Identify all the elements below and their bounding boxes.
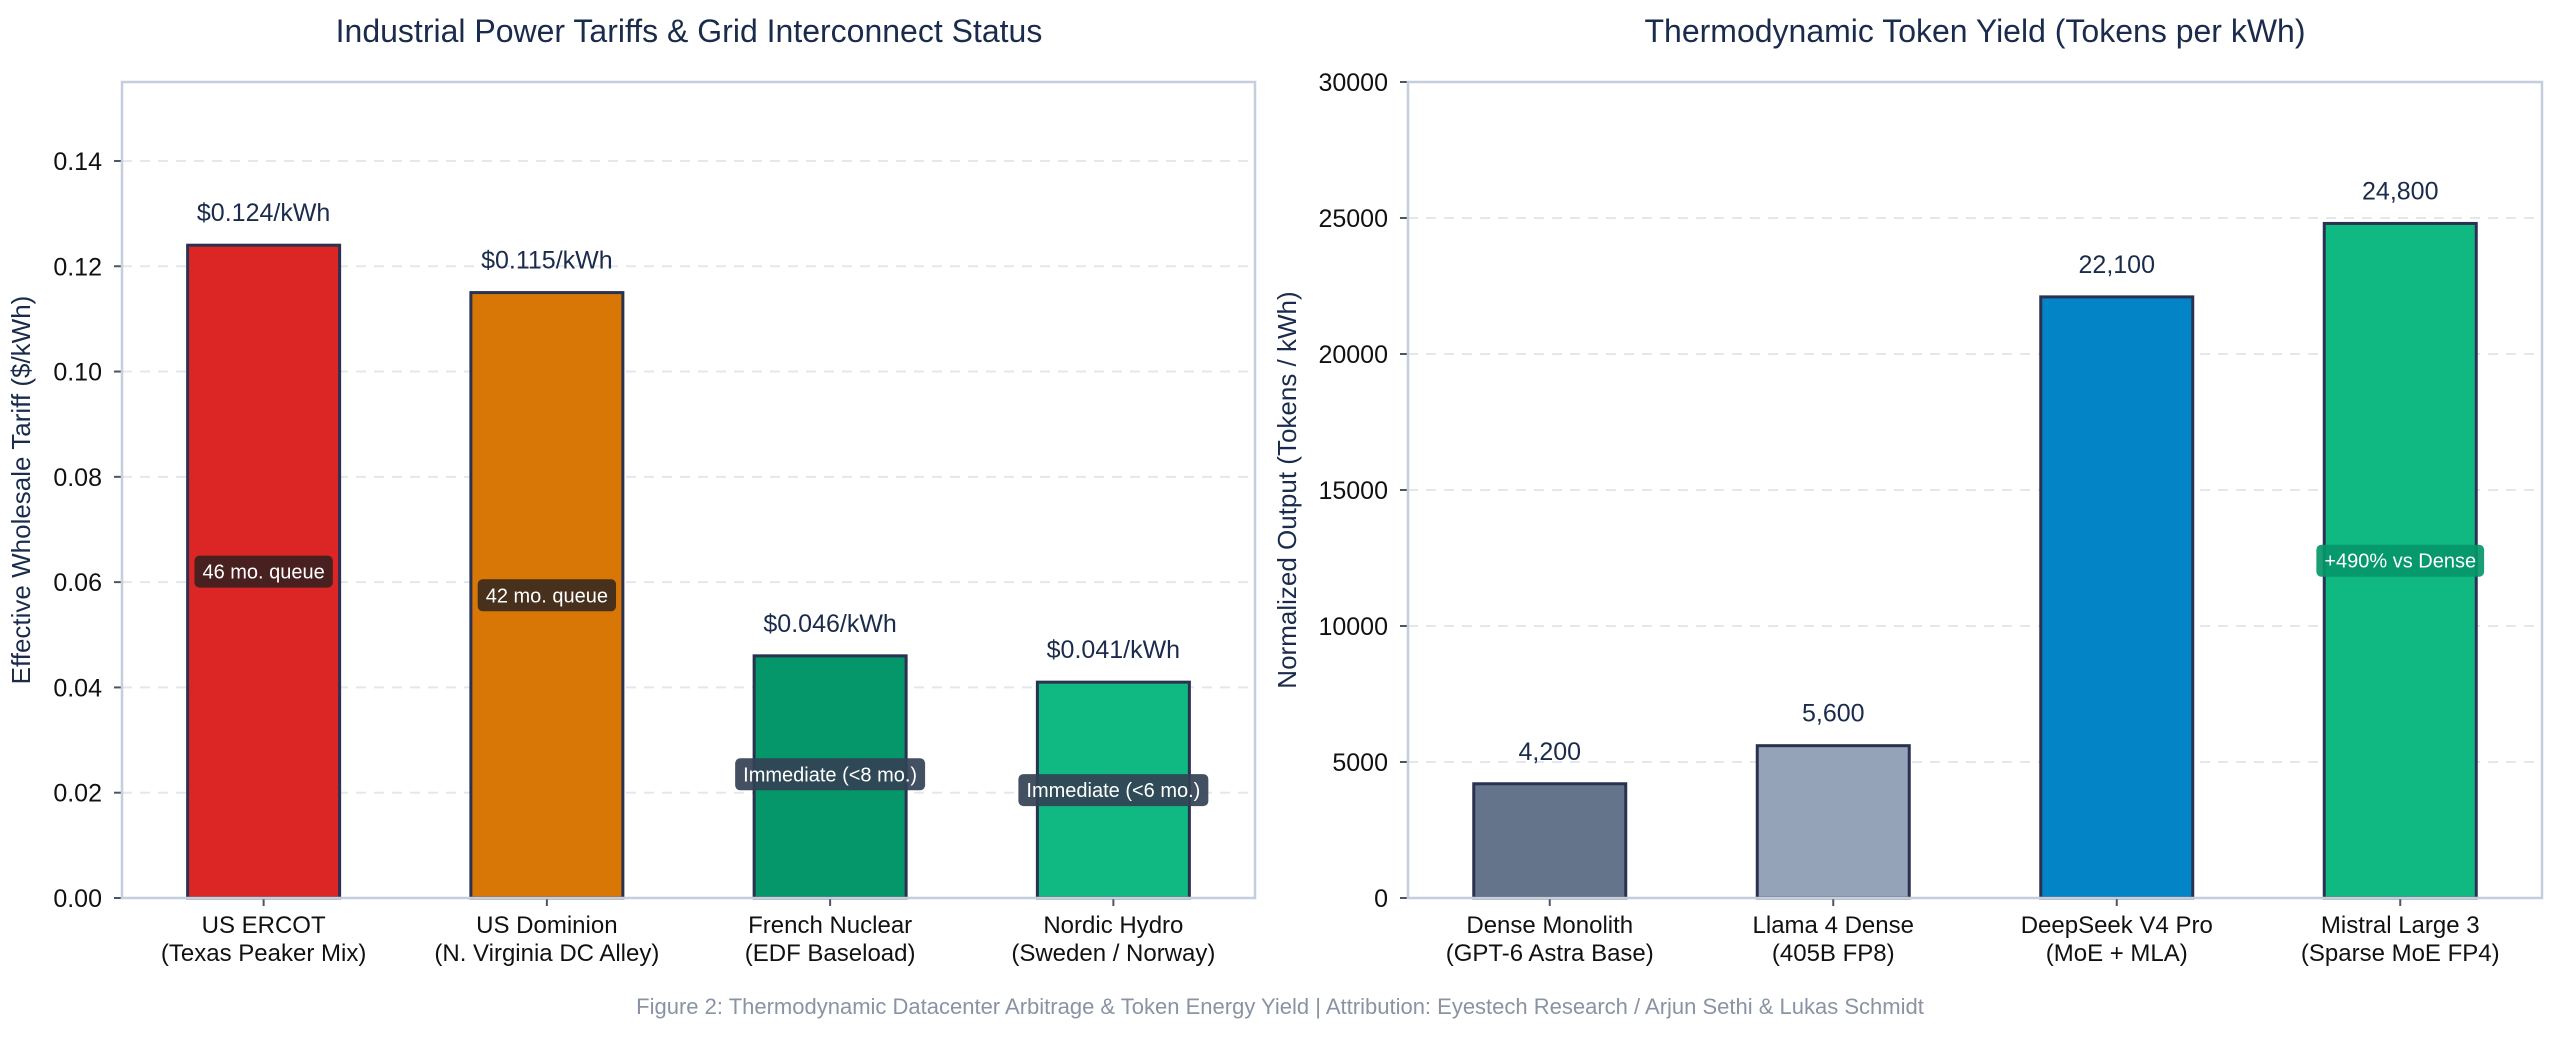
y-tick-label: 20000 [1318,341,1388,369]
bar-value-label: 4,200 [1518,738,1581,766]
y-tick-label: 10000 [1318,613,1388,641]
bar-value-label: $0.124/kWh [197,199,330,227]
y-tick-label: 0.08 [53,464,102,492]
y-tick-label: 0.10 [53,359,102,387]
x-tick-label: Dense Monolith [1466,912,1633,939]
token-yield-chart: Thermodynamic Token Yield (Tokens per kW… [1272,13,2544,967]
figure-caption: Figure 2: Thermodynamic Datacenter Arbit… [636,994,1924,1019]
y-tick-label: 5000 [1332,749,1388,777]
bar-value-label: $0.046/kWh [763,610,896,638]
x-tick-sublabel: (Sparse MoE FP4) [2301,940,2500,967]
y-tick-label: 25000 [1318,205,1388,233]
x-tick-label: US ERCOT [202,912,326,939]
chart-title: Thermodynamic Token Yield (Tokens per kW… [1644,13,2305,49]
x-tick-label: DeepSeek V4 Pro [2021,912,2213,939]
x-tick-label: Mistral Large 3 [2321,912,2480,939]
y-axis-label: Effective Wholesale Tariff ($/kWh) [6,296,36,685]
bar-value-label: 5,600 [1802,700,1865,728]
x-tick-label: US Dominion [476,912,617,939]
y-tick-label: 15000 [1318,477,1388,505]
x-tick-label: Llama 4 Dense [1753,912,1914,939]
y-tick-label: 0.12 [53,253,102,281]
y-tick-label: 0.02 [53,780,102,808]
x-tick-sublabel: (Sweden / Norway) [1011,940,1215,967]
x-tick-label: French Nuclear [748,912,912,939]
annotation-badge [735,758,926,791]
annotation-badge [194,555,333,588]
plot-frame [120,80,1257,900]
plot-frame [1406,80,2544,900]
y-axis-label: Normalized Output (Tokens / kWh) [1272,291,1302,688]
annotation-badge-text: Immediate (<6 mo.) [1026,780,1200,802]
annotation-badge-text: 46 mo. queue [202,562,324,584]
x-tick-sublabel: (MoE + MLA) [2046,940,2188,967]
bar-value-label: 22,100 [2079,251,2155,279]
x-tick-sublabel: (405B FP8) [1772,940,1895,967]
x-tick-sublabel: (GPT-6 Astra Base) [1446,940,1654,967]
chart-title: Industrial Power Tariffs & Grid Intercon… [336,13,1043,49]
bar-value-label: 24,800 [2362,177,2438,205]
annotation-badge-text: Immediate (<8 mo.) [743,764,917,786]
x-tick-sublabel: (EDF Baseload) [745,940,916,967]
annotation-badge-text: 42 mo. queue [486,585,608,607]
x-tick-sublabel: (N. Virginia DC Alley) [434,940,659,967]
y-tick-label: 0 [1374,885,1388,913]
x-tick-sublabel: (Texas Peaker Mix) [161,940,366,967]
annotation-badge [1018,774,1209,807]
bar-value-label: $0.041/kWh [1047,636,1180,664]
bar [2039,295,2195,900]
y-tick-label: 0.00 [53,885,102,913]
bar [1472,782,1628,900]
y-tick-label: 0.06 [53,569,102,597]
y-tick-label: 0.04 [53,674,102,702]
bar [1755,744,1911,900]
y-tick-label: 30000 [1318,69,1388,97]
annotation-badge [2316,544,2485,577]
y-tick-label: 0.14 [53,148,102,176]
annotation-badge-text: +490% vs Dense [2324,551,2476,573]
tariff-chart: Industrial Power Tariffs & Grid Intercon… [6,13,1257,967]
annotation-badge [477,579,617,612]
x-tick-label: Nordic Hydro [1043,912,1183,939]
bar-value-label: $0.115/kWh [481,247,613,275]
